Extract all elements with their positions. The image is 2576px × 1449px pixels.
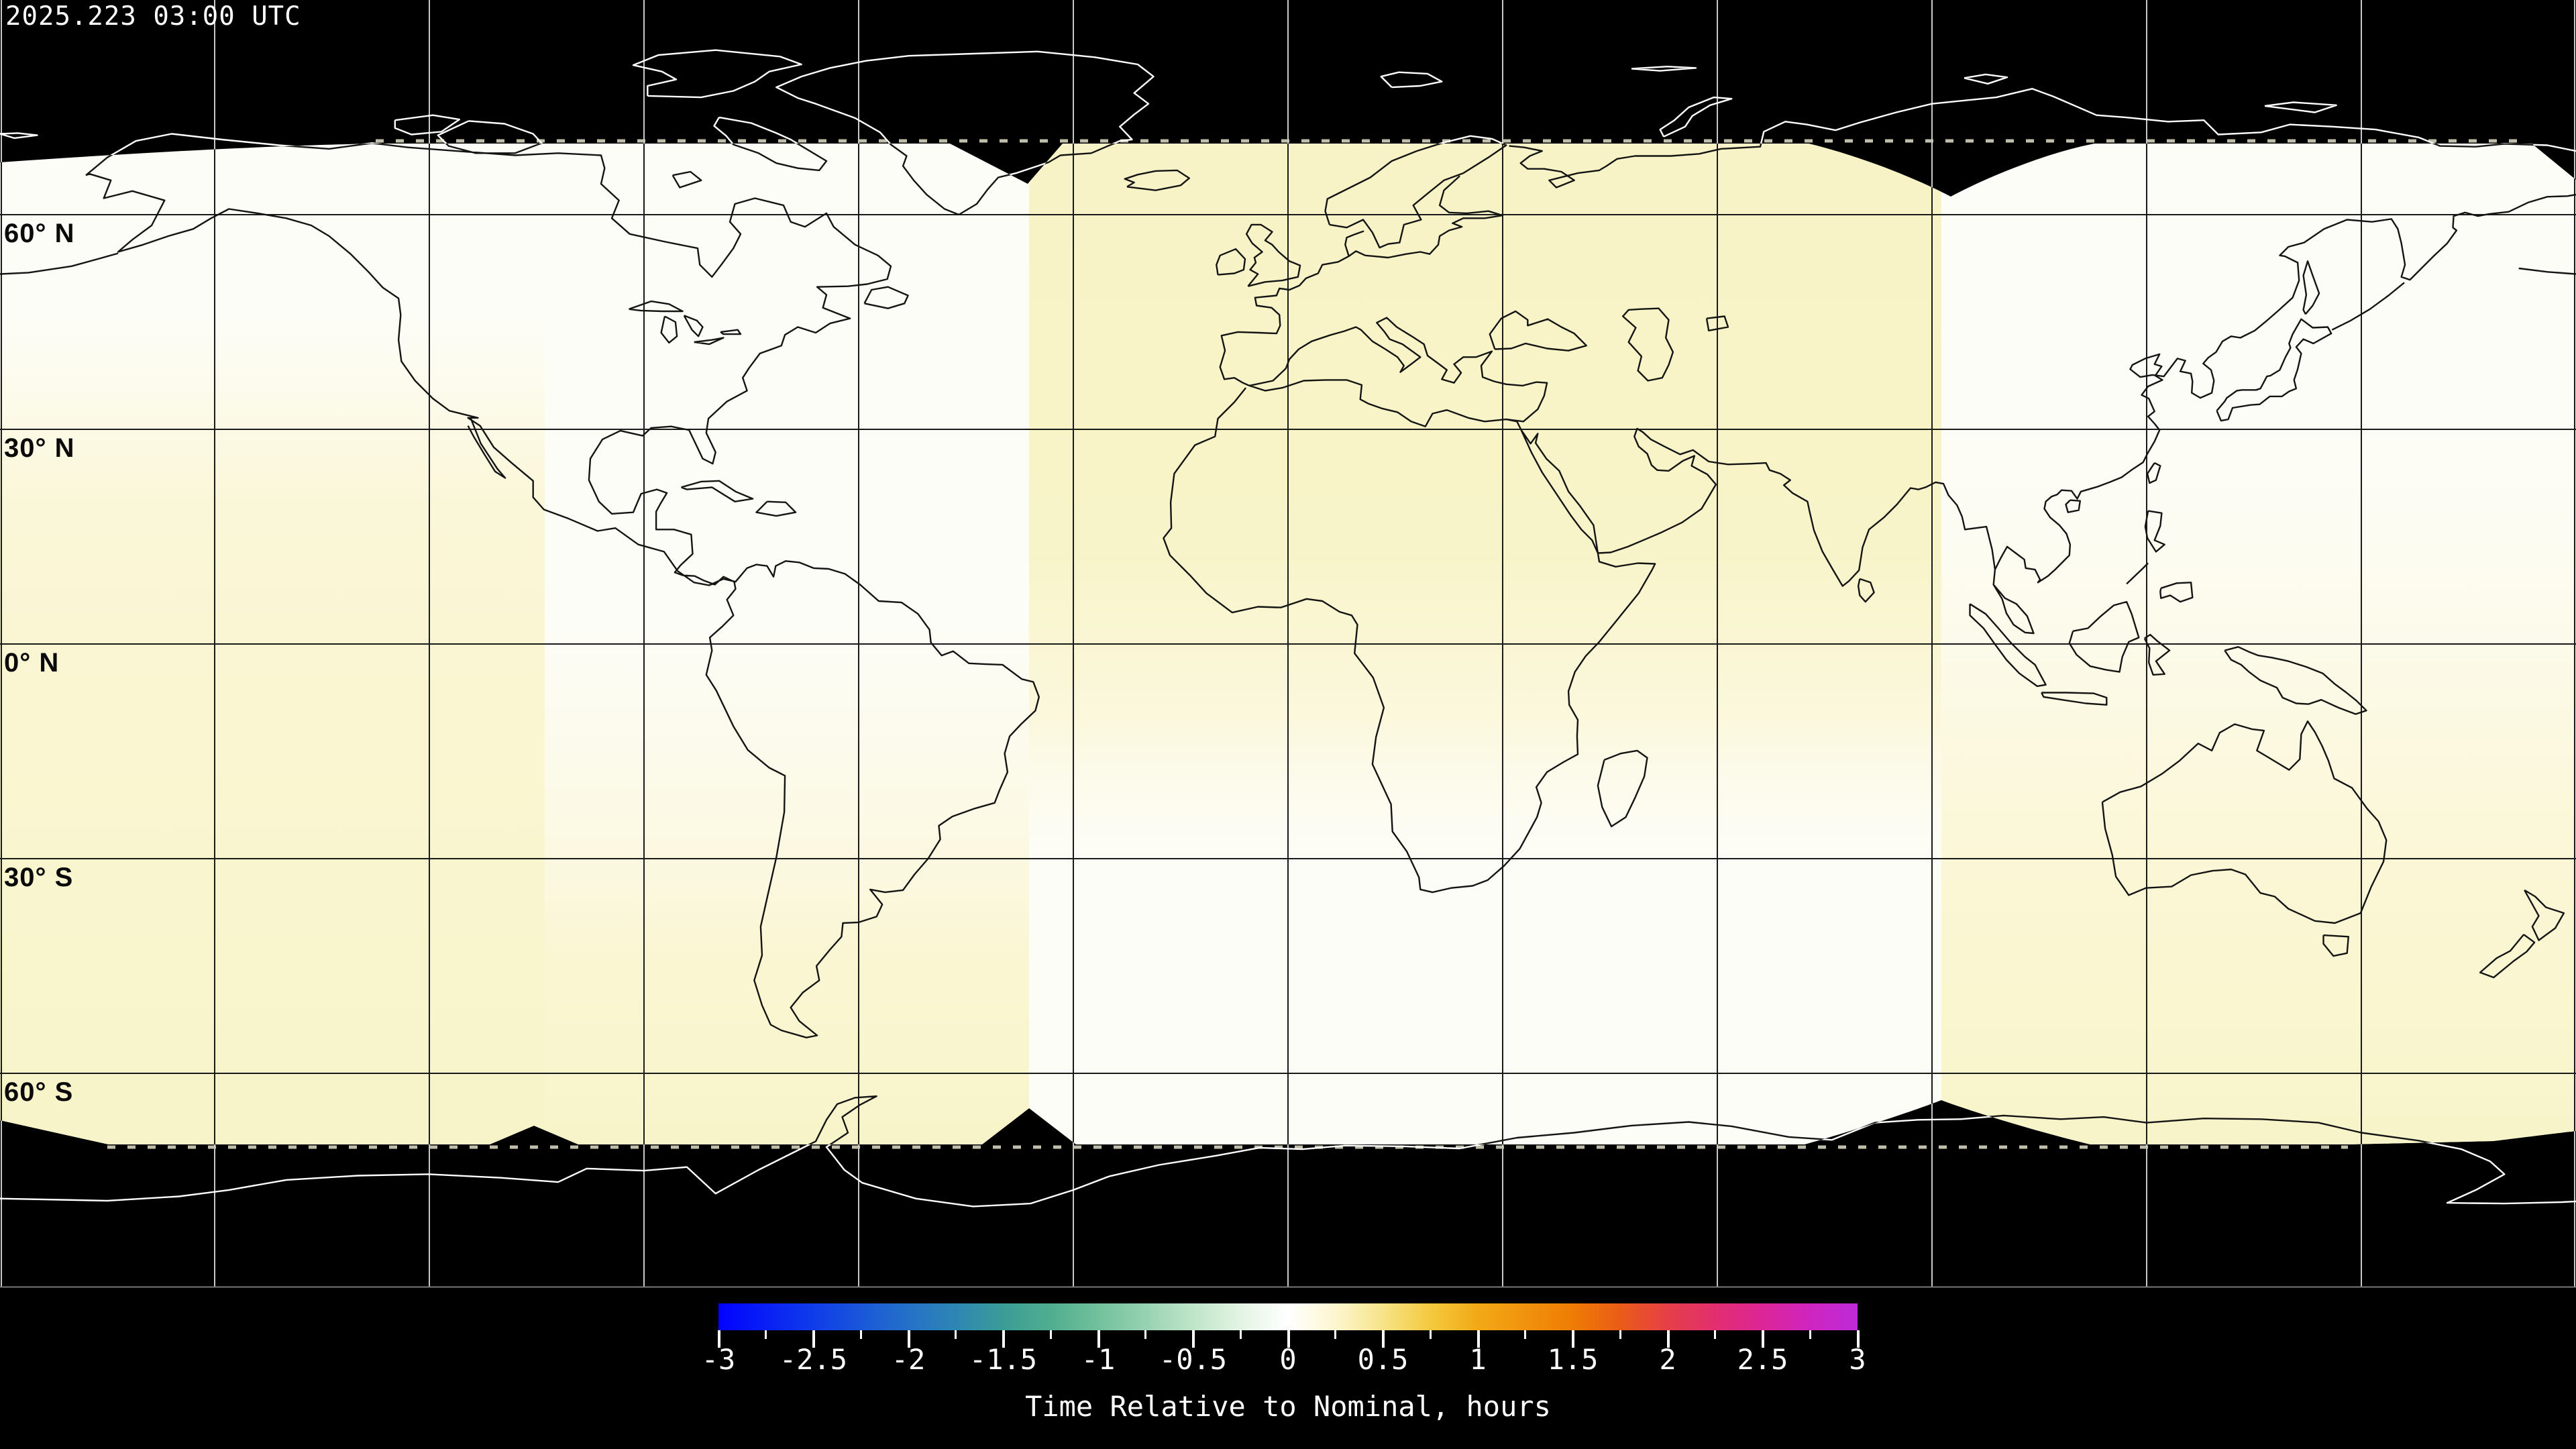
latitude-label: 60° N (4, 219, 75, 248)
colorbar-tick (955, 1330, 957, 1339)
colorbar-tick (1002, 1330, 1005, 1348)
colorbar-tick (812, 1330, 815, 1348)
colorbar-tick-label: -2.5 (779, 1343, 848, 1376)
colorbar-tick (907, 1330, 910, 1348)
colorbar-tick (1097, 1330, 1100, 1348)
colorbar-tick-label: -0.5 (1159, 1343, 1228, 1376)
colorbar-tick (1762, 1330, 1764, 1348)
colorbar-tick (717, 1330, 720, 1348)
latitude-label: 30° N (4, 433, 75, 463)
colorbar-tick-label: 0 (1279, 1343, 1297, 1376)
colorbar-tick (859, 1330, 862, 1339)
colorbar-tick (1382, 1330, 1385, 1348)
colorbar-tick-label: 2.5 (1737, 1343, 1788, 1376)
colorbar-tick (1477, 1330, 1480, 1348)
colorbar-gradient (718, 1303, 1858, 1330)
colorbar-tick (1049, 1330, 1052, 1339)
colorbar-tick (1334, 1330, 1337, 1339)
colorbar-tick (1524, 1330, 1527, 1339)
colorbar-tick-label: -1.5 (969, 1343, 1038, 1376)
colorbar-title: Time Relative to Nominal, hours (1025, 1390, 1551, 1423)
world-map-canvas (0, 0, 2576, 1288)
latitude-label: 30° S (4, 863, 74, 892)
latitude-label: 60° S (4, 1077, 74, 1107)
colorbar-tick (1192, 1330, 1195, 1348)
colorbar-tick-label: 1.5 (1547, 1343, 1599, 1376)
colorbar-tick (1144, 1330, 1147, 1339)
colorbar-tick (1714, 1330, 1717, 1339)
colorbar-tick (1429, 1330, 1432, 1339)
colorbar-tick (1666, 1330, 1670, 1348)
colorbar-tick (765, 1330, 767, 1339)
colorbar-tick (1287, 1330, 1290, 1348)
colorbar-tick-label: 1 (1469, 1343, 1487, 1376)
colorbar-tick-label: 2 (1659, 1343, 1676, 1376)
colorbar-tick (1572, 1330, 1574, 1348)
colorbar-tick (1619, 1330, 1621, 1339)
colorbar-tick (1239, 1330, 1242, 1339)
colorbar-tick-label: -1 (1081, 1343, 1116, 1376)
colorbar-tick-label: 0.5 (1357, 1343, 1409, 1376)
colorbar-tick-label: 3 (1849, 1343, 1866, 1376)
colorbar-tick-label: -2 (891, 1343, 926, 1376)
latitude-label: 0° N (4, 648, 60, 678)
timestamp-label: 2025.223 03:00 UTC (5, 1, 301, 32)
colorbar-tick-label: -3 (701, 1343, 736, 1376)
colorbar-tick (1809, 1330, 1811, 1339)
colorbar-tick (1856, 1330, 1860, 1348)
